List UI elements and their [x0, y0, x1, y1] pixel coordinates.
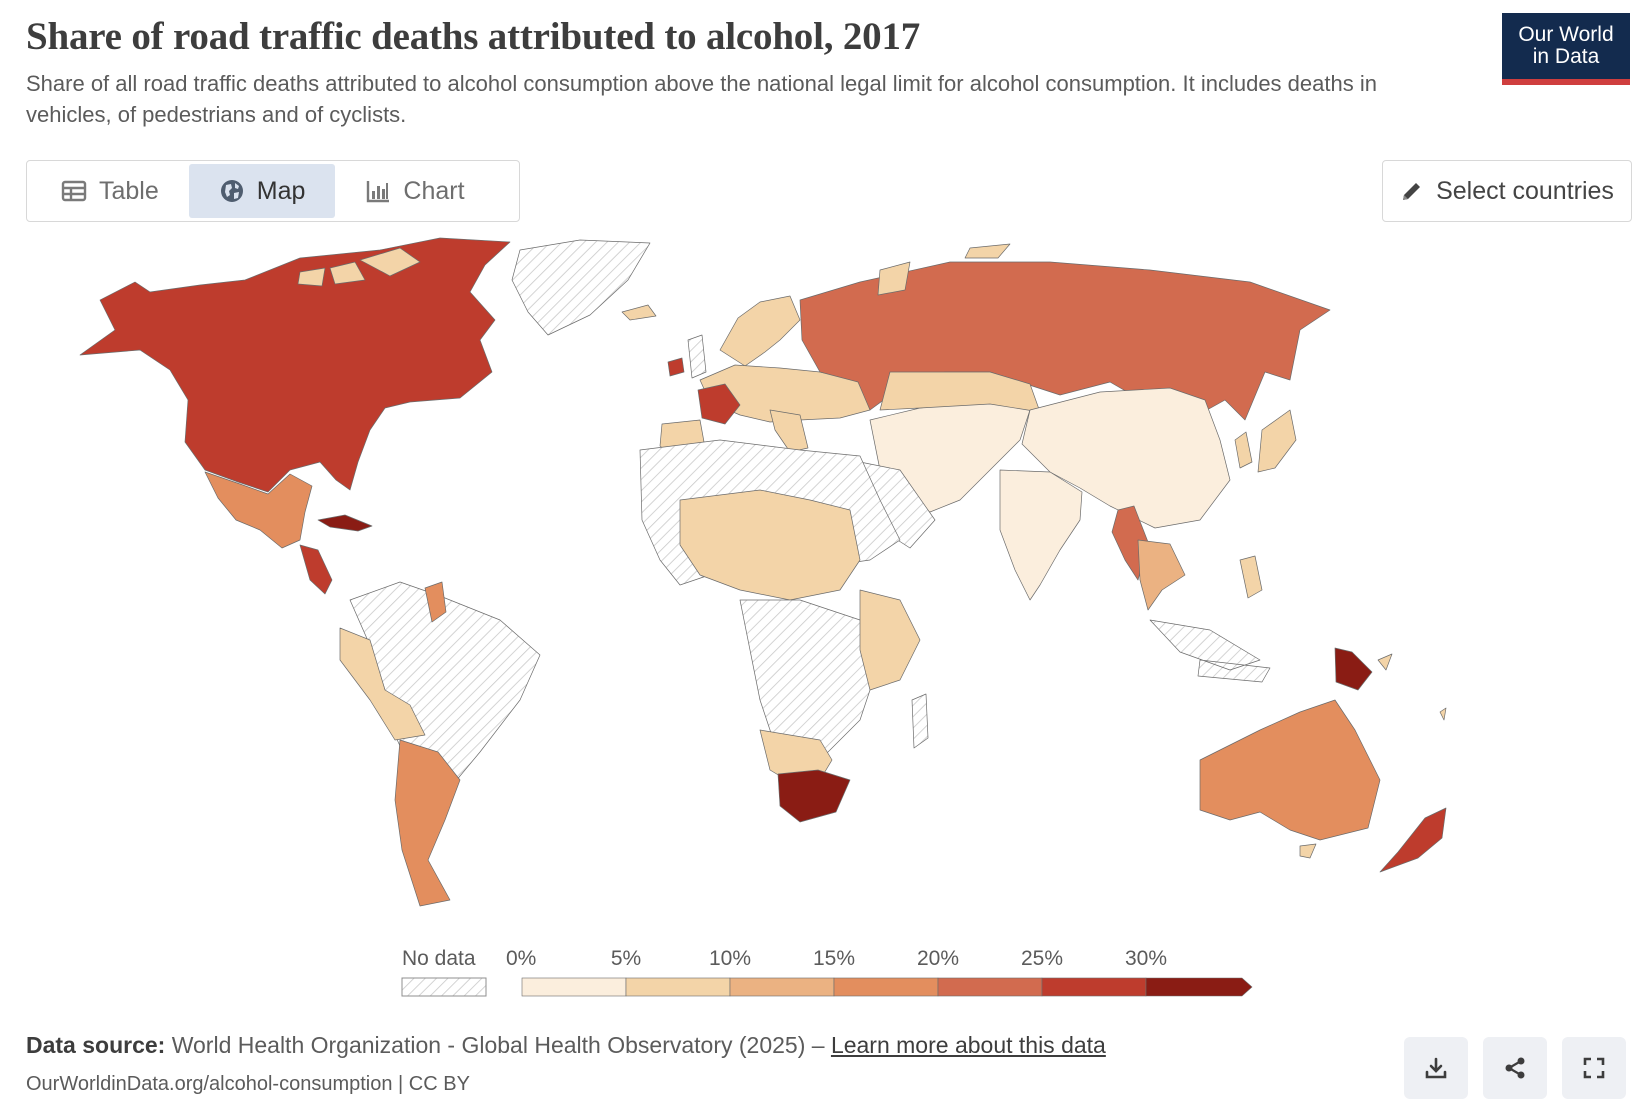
- map-region-philippines[interactable]: [1239, 555, 1263, 599]
- map-region-russia-islands[interactable]: [877, 243, 1011, 296]
- map-region-scandinavia[interactable]: [719, 295, 801, 367]
- map-region-east-africa[interactable]: [859, 589, 921, 691]
- legend-bin-6[interactable]: [1145, 977, 1253, 997]
- source-url[interactable]: OurWorldinData.org/alcohol-consumption |…: [26, 1073, 470, 1095]
- legend-tick-label-6: 30%: [1125, 947, 1167, 970]
- map-region-iceland[interactable]: [621, 304, 657, 321]
- map-region-ireland[interactable]: [667, 357, 685, 377]
- chart-title: Share of road traffic deaths attributed …: [26, 15, 921, 58]
- legend-bin-3[interactable]: [833, 977, 939, 997]
- map-region-tasmania[interactable]: [1299, 843, 1317, 859]
- legend-tick-label-2: 10%: [709, 947, 751, 970]
- legend-tick-label-4: 20%: [917, 947, 959, 970]
- learn-more-link[interactable]: Learn more about this data: [830, 1032, 1106, 1058]
- map-region-central-africa[interactable]: [739, 599, 881, 761]
- tab-chart-label: Chart: [403, 176, 465, 205]
- map-region-papua-new-guinea[interactable]: [1334, 647, 1373, 691]
- map-region-new-zealand[interactable]: [1379, 807, 1447, 873]
- map-region-southeast-asia[interactable]: [1137, 539, 1186, 611]
- legend-tick-label-5: 25%: [1021, 947, 1063, 970]
- map-region-north-america[interactable]: [79, 237, 511, 493]
- map-region-europe[interactable]: [699, 364, 871, 423]
- logo-line-2: in Data: [1532, 45, 1600, 68]
- map-region-kazakh-mongolia[interactable]: [879, 371, 1041, 413]
- view-tabs: Table Map Chart: [26, 160, 520, 222]
- legend-bin-1[interactable]: [625, 977, 731, 997]
- map-region-south-africa[interactable]: [777, 769, 851, 823]
- map-region-korea-japan[interactable]: [1234, 409, 1297, 473]
- share-icon: [1505, 1057, 1525, 1079]
- tab-table[interactable]: Table: [31, 164, 189, 218]
- legend-no-data-label: No data: [402, 947, 476, 970]
- logo-line-1: Our World: [1518, 23, 1614, 46]
- map-region-argentina[interactable]: [394, 739, 461, 907]
- globe-icon: [220, 180, 243, 202]
- map-region-india[interactable]: [999, 469, 1083, 601]
- chart-subtitle: Share of all road traffic deaths attribu…: [26, 71, 1377, 127]
- share-button[interactable]: [1483, 1037, 1547, 1099]
- map-region-sahel-africa[interactable]: [679, 489, 861, 601]
- legend-bin-2[interactable]: [729, 977, 835, 997]
- map-region-france[interactable]: [697, 383, 741, 425]
- select-countries-button[interactable]: Select countries: [1382, 160, 1632, 222]
- map-region-guyana[interactable]: [424, 581, 447, 623]
- map-region-mexico[interactable]: [204, 471, 313, 549]
- map-legend: No data 0% 5% 10% 15% 20% 25% 30%: [401, 947, 1253, 997]
- map-region-greenland[interactable]: [511, 239, 651, 336]
- owid-logo[interactable]: Our World in Data: [1502, 13, 1630, 85]
- legend-bin-5[interactable]: [1041, 977, 1147, 997]
- tab-table-label: Table: [99, 176, 159, 205]
- world-map: [79, 237, 1447, 907]
- source-label: Data source:: [26, 1032, 166, 1058]
- map-region-central-america[interactable]: [299, 544, 333, 595]
- map-region-south-america-west[interactable]: [339, 627, 426, 741]
- map-region-australia[interactable]: [1199, 699, 1381, 841]
- legend-tick-label-0: 0%: [506, 947, 536, 970]
- map-region-madagascar[interactable]: [911, 693, 929, 749]
- select-countries-label: Select countries: [1436, 176, 1614, 205]
- legend-bin-0[interactable]: [521, 977, 627, 997]
- fullscreen-button[interactable]: [1562, 1037, 1626, 1099]
- legend-bin-4[interactable]: [937, 977, 1043, 997]
- map-region-pacific-islands[interactable]: [1377, 653, 1447, 721]
- fullscreen-icon: [1583, 1057, 1605, 1079]
- map-region-cuba[interactable]: [317, 514, 373, 532]
- map-region-indonesia[interactable]: [1149, 619, 1271, 683]
- tab-chart[interactable]: Chart: [335, 164, 494, 218]
- tab-map-label: Map: [256, 176, 306, 205]
- legend-no-data-swatch: [401, 977, 487, 997]
- legend-tick-label-3: 15%: [813, 947, 855, 970]
- tab-map[interactable]: Map: [188, 164, 336, 218]
- map-region-uk[interactable]: [687, 334, 707, 379]
- map-region-canada-islands[interactable]: [297, 247, 421, 287]
- data-source: Data source: World Health Organization -…: [26, 1032, 1106, 1059]
- download-icon: [1425, 1057, 1447, 1079]
- download-button[interactable]: [1404, 1037, 1468, 1099]
- table-icon: [61, 180, 87, 202]
- source-text: World Health Organization - Global Healt…: [171, 1032, 831, 1058]
- chart-icon: [367, 181, 390, 203]
- pencil-icon: [1403, 183, 1421, 200]
- legend-tick-label-1: 5%: [611, 947, 641, 970]
